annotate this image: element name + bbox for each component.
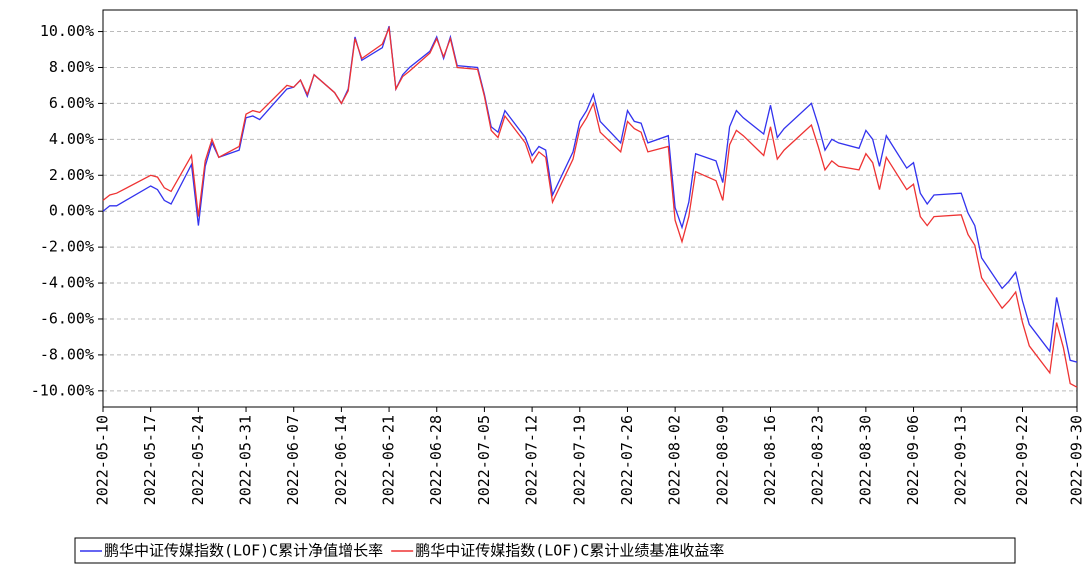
x-tick-label: 2022-06-21 — [380, 415, 398, 505]
y-tick-label: 8.00% — [49, 58, 94, 76]
x-tick-label: 2022-08-09 — [713, 415, 731, 505]
x-tick-label: 2022-05-31 — [237, 415, 255, 505]
y-tick-label: 6.00% — [49, 94, 94, 112]
x-tick-label: 2022-09-13 — [952, 415, 970, 505]
x-tick-label: 2022-06-14 — [332, 415, 350, 505]
series-line — [102, 26, 1078, 363]
x-tick-label: 2022-09-30 — [1068, 415, 1086, 505]
y-tick-label: -2.00% — [40, 238, 94, 256]
y-tick-label: -8.00% — [40, 345, 94, 363]
y-tick-label: -6.00% — [40, 309, 94, 327]
x-tick-label: 2022-06-28 — [427, 415, 445, 505]
legend-box — [74, 537, 1016, 564]
y-tick-label: 4.00% — [49, 130, 94, 148]
y-tick-label: 0.00% — [49, 202, 94, 220]
legend-label: 鹏华中证传媒指数(LOF)C累计净值增长率 — [104, 542, 383, 560]
series-line — [102, 25, 1078, 388]
x-tick-label: 2022-08-30 — [856, 415, 874, 505]
x-tick-label: 2022-05-10 — [94, 415, 112, 505]
x-tick-label: 2022-06-07 — [284, 415, 302, 505]
x-tick-label: 2022-05-24 — [189, 415, 207, 505]
x-tick-label: 2022-07-26 — [618, 415, 636, 505]
x-tick-label: 2022-09-22 — [1013, 415, 1031, 505]
plot-frame — [102, 9, 1078, 408]
x-tick-label: 2022-07-05 — [475, 415, 493, 505]
x-tick-label: 2022-08-23 — [809, 415, 827, 505]
x-tick-label: 2022-08-02 — [666, 415, 684, 505]
x-tick-label: 2022-08-16 — [761, 415, 779, 505]
y-tick-label: -10.00% — [31, 381, 94, 399]
y-tick-label: -4.00% — [40, 274, 94, 292]
x-tick-label: 2022-09-06 — [904, 415, 922, 505]
legend-label: 鹏华中证传媒指数(LOF)C累计业绩基准收益率 — [415, 542, 724, 560]
x-tick-label: 2022-07-12 — [523, 415, 541, 505]
x-tick-label: 2022-07-19 — [570, 415, 588, 505]
x-tick-label: 2022-05-17 — [141, 415, 159, 505]
y-tick-label: 10.00% — [40, 22, 94, 40]
y-tick-label: 2.00% — [49, 166, 94, 184]
